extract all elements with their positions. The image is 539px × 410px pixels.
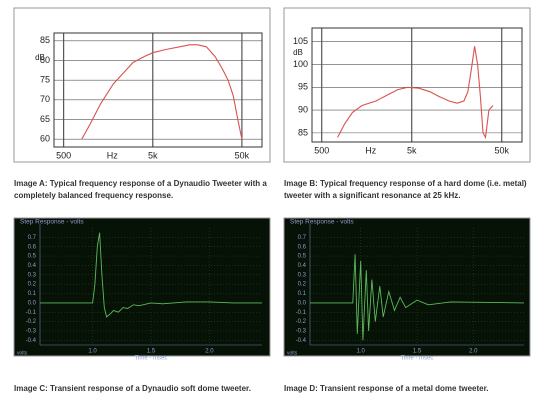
- y-tick-label: -0.4: [26, 338, 37, 344]
- y-axis-label: volts: [17, 350, 28, 356]
- y-tick-label: 105: [293, 36, 308, 46]
- data-line: [40, 232, 262, 318]
- caption: Image C: Transient response of a Dynaudi…: [14, 384, 251, 393]
- y-tick-label: 0.2: [28, 282, 37, 288]
- panel: [13, 7, 271, 163]
- x-tick-label: 1.0: [88, 349, 97, 355]
- x-tick-label: 500: [314, 145, 329, 155]
- y-tick-label: 0.0: [298, 300, 307, 306]
- chart-title: Step Response - volts: [20, 219, 84, 226]
- y-tick-label: 0.7: [298, 235, 307, 241]
- x-tick-label: 5k: [148, 150, 158, 160]
- x-tick-label: 50k: [235, 150, 250, 160]
- x-axis-label: Time - msec: [135, 356, 168, 362]
- data-line: [337, 46, 494, 140]
- y-tick-label: -0.2: [26, 319, 37, 325]
- caption: Image D: Transient response of a metal d…: [284, 384, 489, 393]
- y-tick-label: 0.5: [298, 254, 307, 260]
- y-tick-label: 80: [40, 55, 50, 65]
- y-axis-label: volts: [287, 350, 298, 356]
- x-tick-label: 500: [56, 150, 71, 160]
- x-tick-label: 1.0: [357, 349, 366, 355]
- y-tick-label: 0.3: [28, 272, 37, 278]
- y-tick-label: 0.0: [28, 300, 37, 306]
- y-axis-label: dB: [293, 48, 303, 57]
- y-tick-label: 95: [298, 82, 308, 92]
- x-axis-label: Hz: [107, 150, 118, 160]
- y-axis-label: dB: [35, 53, 45, 62]
- panel: [283, 7, 531, 163]
- caption: Image A: Typical frequency response of a…: [14, 179, 267, 200]
- x-tick-label: 5k: [407, 145, 417, 155]
- x-tick-label: 1.5: [413, 349, 422, 355]
- y-tick-label: -0.3: [296, 329, 307, 335]
- x-tick-label: 50k: [494, 145, 509, 155]
- x-axis-label: Time - msec: [401, 356, 434, 362]
- y-tick-label: 85: [298, 127, 308, 137]
- y-tick-label: 0.3: [298, 272, 307, 278]
- y-tick-label: 0.6: [28, 244, 37, 250]
- y-tick-label: 90: [298, 104, 308, 114]
- y-tick-label: -0.2: [296, 319, 307, 325]
- y-tick-label: 85: [40, 35, 50, 45]
- y-tick-label: 65: [40, 114, 50, 124]
- y-tick-label: -0.1: [296, 310, 307, 316]
- data-line: [81, 44, 243, 140]
- data-line: [310, 254, 525, 341]
- y-tick-label: -0.1: [26, 310, 37, 316]
- x-tick-label: 2.0: [469, 349, 478, 355]
- panel: [13, 217, 271, 357]
- plot-frame: [311, 27, 523, 143]
- x-tick-label: 2.0: [205, 349, 214, 355]
- y-tick-label: 0.6: [298, 244, 307, 250]
- plot-frame: [53, 32, 263, 148]
- y-tick-label: 0.4: [298, 263, 307, 269]
- y-tick-label: 0.4: [28, 263, 37, 269]
- y-tick-label: 0.1: [298, 291, 307, 297]
- y-tick-label: 0.7: [28, 235, 37, 241]
- caption: Image B: Typical frequency response of a…: [284, 179, 527, 200]
- y-tick-label: 0.1: [28, 291, 37, 297]
- y-tick-label: 0.2: [298, 282, 307, 288]
- x-axis-label: Hz: [365, 145, 376, 155]
- y-tick-label: 100: [293, 59, 308, 69]
- chart-title: Step Response - volts: [290, 219, 354, 226]
- y-tick-label: 0.5: [28, 254, 37, 260]
- y-tick-label: 60: [40, 134, 50, 144]
- x-tick-label: 1.5: [147, 349, 156, 355]
- y-tick-label: 70: [40, 94, 50, 104]
- panel: [283, 217, 531, 357]
- y-tick-label: -0.3: [26, 329, 37, 335]
- y-tick-label: -0.4: [296, 338, 307, 344]
- y-tick-label: 75: [40, 75, 50, 85]
